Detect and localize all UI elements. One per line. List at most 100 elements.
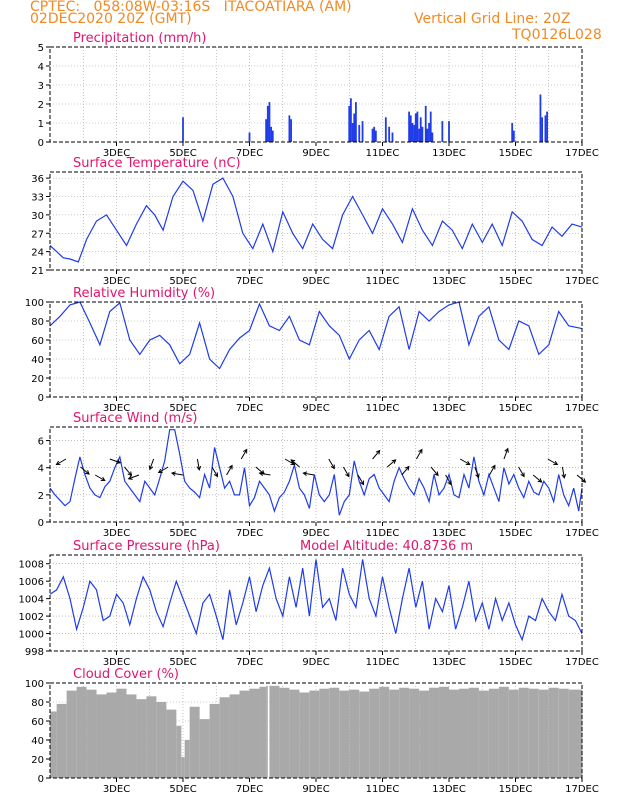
x-tick-label: 3DEC xyxy=(103,403,130,414)
plot-frame xyxy=(49,426,583,523)
cloud-cover-bar xyxy=(136,699,147,778)
wind-arrow-head xyxy=(85,470,90,475)
cloud-cover-bar xyxy=(399,687,410,778)
wind-arrow xyxy=(124,466,132,476)
wind-arrow-head xyxy=(243,448,248,454)
precip-bar xyxy=(353,113,356,142)
x-tick-label: 11DEC xyxy=(366,148,400,159)
wind-arrow-head xyxy=(447,480,452,486)
cloud-cover-bar xyxy=(548,687,559,778)
precip-bar xyxy=(355,102,357,142)
y-tick-label: 0 xyxy=(38,138,44,149)
cloud-cover-bar xyxy=(181,757,185,778)
series-line xyxy=(49,301,583,370)
x-tick-label: 9DEC xyxy=(302,784,329,795)
y-tick-label: 24 xyxy=(31,248,44,259)
y-tick-label: 60 xyxy=(31,717,44,728)
x-tick-label: 15DEC xyxy=(499,403,533,414)
y-tick-label: 0 xyxy=(38,774,44,785)
cloud-cover-bar xyxy=(86,689,97,778)
y-tick-label: 21 xyxy=(31,266,44,277)
y-tick-label: 30 xyxy=(31,211,44,222)
header-run-date: 02DEC2020 20Z (GMT) xyxy=(30,11,192,27)
x-tick-label: 15DEC xyxy=(499,148,533,159)
y-tick-label: 1004 xyxy=(19,595,44,606)
x-tick-label: 17DEC xyxy=(565,276,599,287)
wind-arrow xyxy=(328,458,335,469)
cloud-cover-bar xyxy=(199,719,210,778)
header-code: TQ0126L028 xyxy=(512,27,602,43)
precip-bar xyxy=(429,111,432,142)
cloud-cover-bar xyxy=(184,740,190,778)
cloud-cover-bar xyxy=(359,691,370,778)
y-tick-label: 4 xyxy=(38,464,44,475)
wind-arrow-head xyxy=(537,478,543,483)
wind-arrow xyxy=(474,466,480,478)
precip-bar xyxy=(416,111,419,142)
cloud-cover-bar xyxy=(229,694,240,778)
precip-bar xyxy=(270,126,273,142)
cloud-cover-bar xyxy=(478,690,489,778)
panel-title: Surface Pressure (hPa) xyxy=(73,539,220,554)
precip-bar xyxy=(348,105,351,142)
wind-arrow xyxy=(488,465,496,476)
wind-arrow-head xyxy=(359,480,365,486)
cloud-cover-bar xyxy=(449,689,459,778)
x-tick-label: 13DEC xyxy=(432,276,466,287)
wind-arrow xyxy=(532,474,542,483)
x-tick-label: 13DEC xyxy=(432,784,466,795)
wind-arrow-head xyxy=(148,465,154,471)
wind-arrow xyxy=(226,465,233,476)
x-tick-label: 17DEC xyxy=(565,148,599,159)
wind-arrow xyxy=(290,459,300,468)
panel-title: Cloud Cover (%) xyxy=(73,667,179,682)
wind-arrow-head xyxy=(127,475,133,480)
x-tick-label: 11DEC xyxy=(366,276,400,287)
x-tick-label: 7DEC xyxy=(236,528,263,539)
wind-arrow-head xyxy=(465,460,471,466)
x-tick-label: 5DEC xyxy=(169,403,196,414)
wind-arrow xyxy=(561,466,565,478)
wind-arrow-head xyxy=(55,460,61,466)
wind-arrow-head xyxy=(404,465,410,471)
y-tick-label: 20 xyxy=(31,755,44,766)
wind-arrow-head xyxy=(475,473,480,479)
precip-bar xyxy=(290,119,292,142)
wind-arrow-head xyxy=(127,471,133,477)
y-tick-label: 6 xyxy=(38,437,44,448)
cloud-cover-bar xyxy=(156,702,167,778)
header-station: CPTEC: 058:08W-03:16S ITACOATIARA (AM) xyxy=(30,0,352,15)
y-tick-label: 1008 xyxy=(19,560,44,571)
precip-bar xyxy=(358,124,361,142)
x-tick-label: 7DEC xyxy=(236,657,263,668)
cloud-cover-bar xyxy=(319,688,330,778)
cloud-cover-bar xyxy=(568,689,582,778)
cloud-cover-bar xyxy=(76,686,87,778)
panel-title: Surface Temperature (nC) xyxy=(73,156,241,171)
precip-bar xyxy=(424,105,427,142)
x-tick-label: 3DEC xyxy=(103,148,130,159)
x-tick-label: 5DEC xyxy=(169,276,196,287)
x-tick-label: 11DEC xyxy=(366,784,400,795)
cloud-cover-bar xyxy=(389,689,400,778)
precip-bar xyxy=(419,117,422,142)
cloud-cover-bar xyxy=(146,696,157,778)
x-tick-label: 15DEC xyxy=(499,276,533,287)
x-tick-label: 11DEC xyxy=(366,528,400,539)
precip-bar xyxy=(426,128,429,142)
cloud-cover-bar xyxy=(518,687,529,778)
y-tick-label: 1002 xyxy=(19,612,44,623)
wind-arrow-head xyxy=(213,472,219,478)
precip-bar xyxy=(351,123,354,142)
cloud-cover-bar xyxy=(339,690,350,778)
wind-arrow-head xyxy=(434,471,439,477)
precip-bar xyxy=(371,128,374,142)
wind-arrow xyxy=(259,472,271,476)
series-line xyxy=(49,429,583,516)
cloud-cover-bar xyxy=(116,688,127,778)
precip-bar xyxy=(361,121,364,142)
wind-arrow xyxy=(56,458,67,465)
x-tick-label: 11DEC xyxy=(366,403,400,414)
cloud-cover-bar xyxy=(279,687,290,778)
y-tick-label: 0 xyxy=(38,393,44,404)
